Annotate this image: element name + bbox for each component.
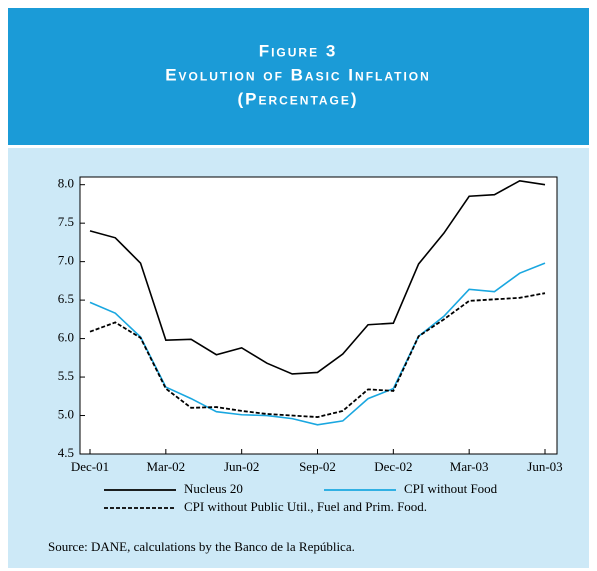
header-band — [8, 8, 589, 145]
y-tick-label: 7.5 — [58, 214, 74, 229]
y-tick-label: 4.5 — [58, 445, 74, 460]
x-tick-label: Jun-03 — [527, 459, 562, 474]
source: Source: DANE, calculations by the Banco … — [48, 539, 355, 554]
y-tick-label: 5.5 — [58, 368, 74, 383]
x-tick-label: Dec-01 — [71, 459, 109, 474]
chart-subtitle: (Percentage) — [237, 89, 358, 108]
x-tick-label: Dec-02 — [374, 459, 412, 474]
figure-label: Figure 3 — [259, 41, 338, 60]
x-tick-label: Sep-02 — [299, 459, 336, 474]
y-tick-label: 5.0 — [58, 407, 74, 422]
x-tick-label: Jun-02 — [224, 459, 259, 474]
legend-label: CPI without Food — [404, 481, 498, 496]
y-tick-label: 7.0 — [58, 253, 74, 268]
series-line — [89, 292, 546, 418]
x-tick-label: Mar-03 — [450, 459, 489, 474]
y-tick-label: 6.0 — [58, 330, 74, 345]
plot-area — [79, 176, 558, 455]
chart-title: Evolution of Basic Inflation — [165, 65, 431, 84]
x-tick-label: Mar-02 — [146, 459, 185, 474]
y-tick-label: 6.5 — [58, 291, 74, 306]
legend-label: Nucleus 20 — [184, 481, 243, 496]
y-tick-label: 8.0 — [58, 176, 74, 191]
legend-label: CPI without Public Util., Fuel and Prim.… — [184, 499, 427, 514]
series-line — [89, 180, 546, 375]
